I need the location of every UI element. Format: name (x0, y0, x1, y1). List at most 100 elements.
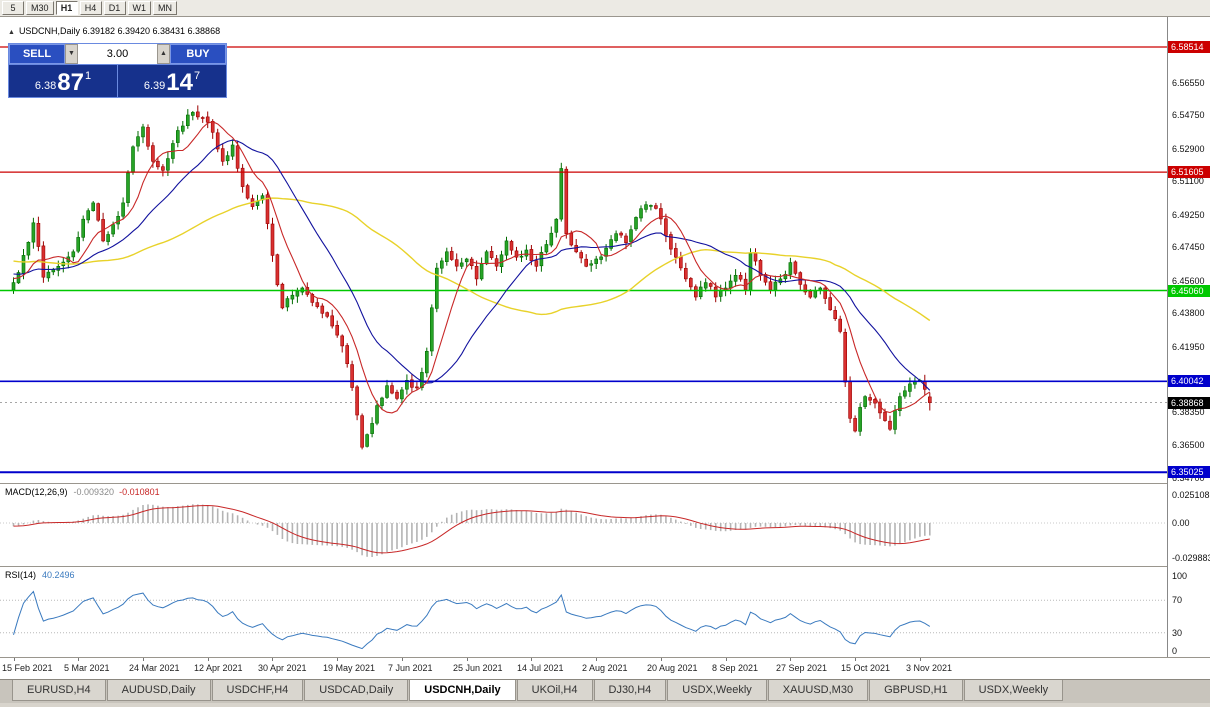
candle[interactable] (186, 109, 190, 129)
candle[interactable] (320, 303, 325, 319)
candle[interactable] (878, 398, 882, 419)
candle[interactable] (191, 111, 195, 121)
candle[interactable] (703, 278, 708, 292)
candle[interactable] (624, 233, 628, 250)
candle[interactable] (380, 396, 384, 410)
candle[interactable] (400, 387, 404, 405)
candle[interactable] (225, 151, 230, 166)
candle[interactable] (121, 197, 125, 220)
chart-tab-usdx-weekly[interactable]: USDX,Weekly (667, 680, 767, 701)
candle[interactable] (664, 213, 668, 243)
timeframe-button-h1[interactable]: H1 (55, 1, 78, 15)
candle[interactable] (340, 334, 345, 353)
candle[interactable] (519, 250, 524, 262)
candle[interactable] (76, 231, 80, 254)
candle[interactable] (489, 246, 494, 260)
candle[interactable] (644, 201, 648, 213)
chart-tab-usdcnh-daily[interactable]: USDCNH,Daily (409, 680, 516, 701)
candle[interactable] (205, 111, 210, 129)
candle[interactable] (549, 226, 554, 248)
candle[interactable] (619, 231, 623, 238)
candle[interactable] (126, 170, 130, 207)
candle[interactable] (410, 373, 414, 392)
candle[interactable] (260, 193, 265, 204)
candle[interactable] (708, 282, 713, 290)
chart-tab-ukoil-h4[interactable]: UKOil,H4 (516, 680, 593, 701)
chart-tab-dj30-h4[interactable]: DJ30,H4 (593, 680, 667, 701)
candle[interactable] (484, 249, 489, 266)
candle[interactable] (733, 269, 738, 287)
candle[interactable] (813, 286, 818, 299)
candle[interactable] (255, 194, 260, 210)
candle[interactable] (903, 386, 907, 399)
candle[interactable] (589, 260, 594, 272)
candle[interactable] (86, 208, 90, 224)
chart-tab-eurusd-h4[interactable]: EURUSD,H4 (12, 680, 106, 701)
candle[interactable] (888, 415, 892, 431)
candle[interactable] (330, 309, 335, 329)
candle[interactable] (514, 246, 519, 261)
candle[interactable] (504, 236, 509, 261)
candle[interactable] (913, 377, 917, 389)
candle[interactable] (275, 253, 280, 287)
candle[interactable] (594, 255, 599, 269)
candle[interactable] (748, 248, 753, 296)
candle[interactable] (156, 157, 160, 170)
candle[interactable] (659, 203, 663, 225)
candle[interactable] (345, 343, 350, 368)
candle[interactable] (823, 286, 828, 304)
candle[interactable] (360, 413, 364, 450)
candle[interactable] (215, 128, 220, 153)
candle[interactable] (873, 397, 877, 409)
timeframe-button-5[interactable]: 5 (2, 1, 24, 15)
candle[interactable] (564, 166, 569, 239)
volume-increase-icon[interactable]: ▲ (157, 44, 170, 64)
candle[interactable] (773, 275, 778, 297)
chart-tab-usdcad-daily[interactable]: USDCAD,Daily (304, 680, 409, 701)
candle[interactable] (584, 254, 589, 268)
candle[interactable] (454, 253, 459, 272)
collapse-icon[interactable]: ▲ (8, 29, 15, 36)
candle[interactable] (838, 315, 843, 334)
candle[interactable] (464, 257, 469, 268)
candle[interactable] (599, 253, 603, 265)
candle[interactable] (743, 272, 748, 295)
candle[interactable] (81, 215, 85, 242)
candle[interactable] (509, 239, 514, 255)
candle[interactable] (181, 121, 185, 135)
candle[interactable] (390, 382, 394, 395)
chart-tab-usdchf-h4[interactable]: USDCHF,H4 (211, 680, 304, 701)
chart-tab-gbpusd-h1[interactable]: GBPUSD,H1 (869, 680, 963, 701)
candle[interactable] (176, 126, 180, 148)
candle[interactable] (898, 392, 902, 417)
candle[interactable] (634, 216, 638, 231)
candle[interactable] (833, 306, 838, 321)
candle[interactable] (285, 296, 290, 312)
volume-input[interactable] (78, 44, 157, 64)
candle[interactable] (220, 143, 225, 166)
candle[interactable] (365, 433, 369, 448)
candle[interactable] (350, 360, 354, 391)
candle[interactable] (579, 250, 584, 264)
candle[interactable] (200, 116, 205, 123)
candle[interactable] (479, 257, 484, 281)
candle[interactable] (693, 284, 698, 301)
timeframe-button-h4[interactable]: H4 (79, 1, 102, 15)
candle[interactable] (370, 417, 374, 438)
candle[interactable] (524, 244, 529, 260)
candle[interactable] (355, 385, 359, 421)
volume-decrease-icon[interactable]: ▼ (65, 44, 78, 64)
candle[interactable] (614, 230, 618, 243)
candle[interactable] (444, 247, 449, 266)
candle[interactable] (101, 212, 105, 243)
bid-price[interactable]: 6.38 87 1 (9, 65, 117, 97)
candle[interactable] (927, 392, 932, 411)
candle[interactable] (669, 231, 673, 255)
timeframe-button-w1[interactable]: W1 (127, 1, 152, 15)
candle[interactable] (136, 131, 140, 152)
candle[interactable] (196, 105, 200, 120)
candle[interactable] (439, 257, 444, 274)
candle[interactable] (91, 201, 95, 212)
candle[interactable] (753, 248, 758, 266)
timeframe-button-mn[interactable]: MN (153, 1, 178, 15)
